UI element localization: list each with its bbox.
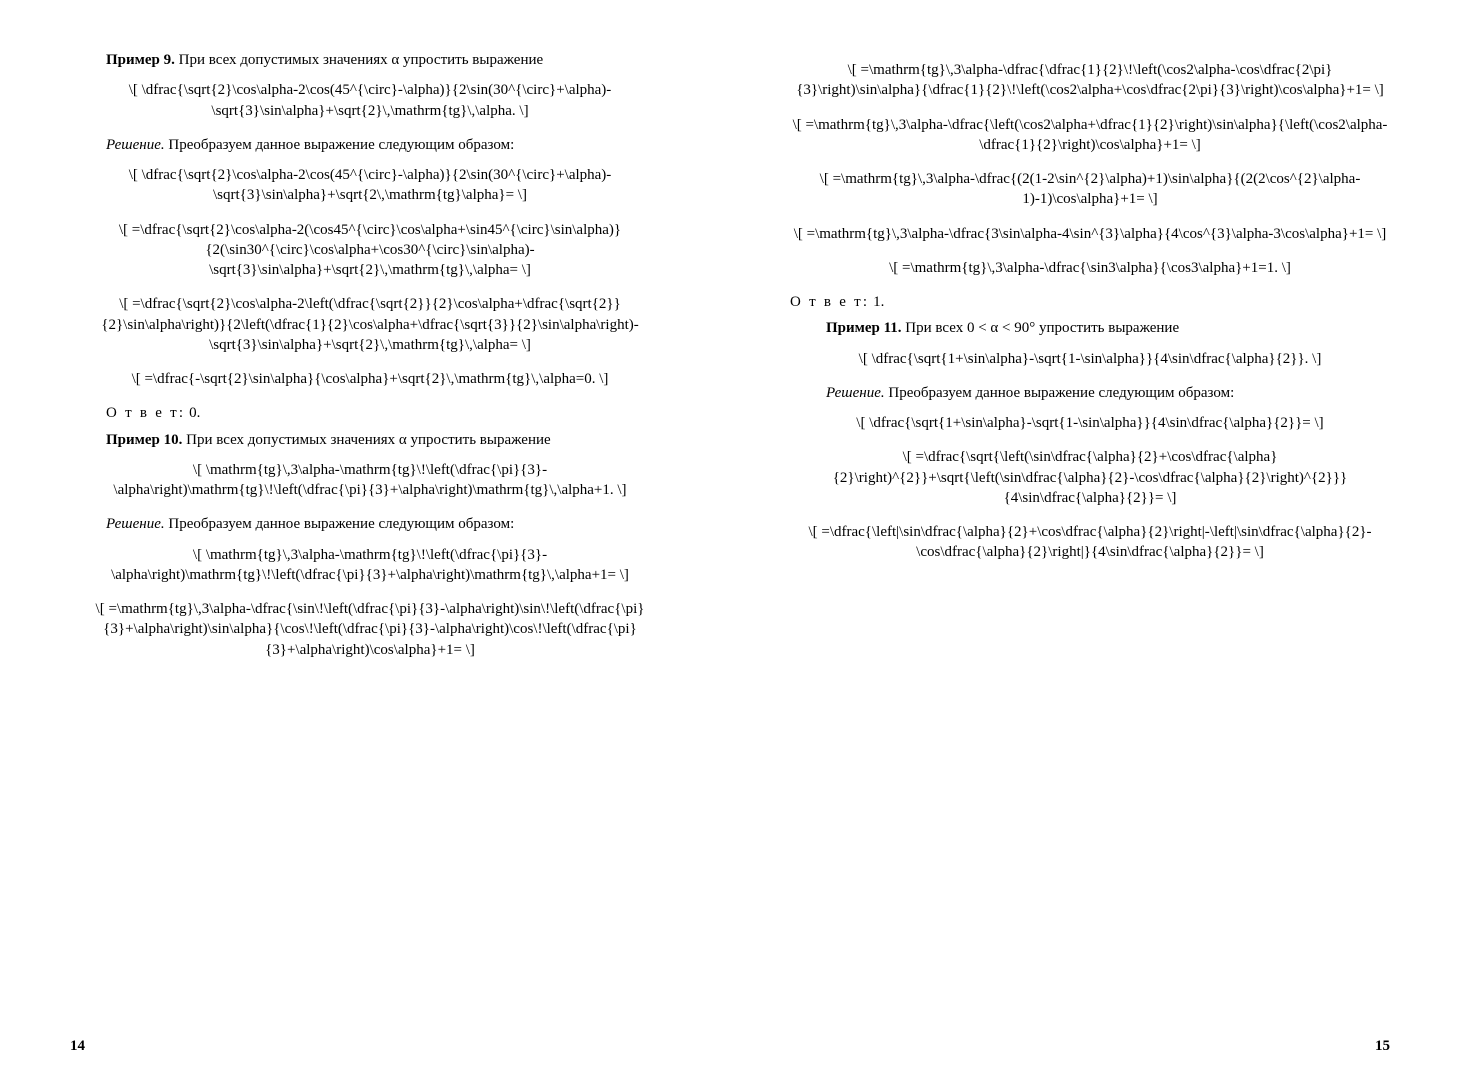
ex10c-step-4: \[ =\mathrm{tg}\,3\alpha-\dfrac{3\sin\al… (790, 224, 1390, 244)
ex9-solution-intro: Решение. Преобразуем данное выражение сл… (70, 135, 670, 155)
ex9-solution-text: Преобразуем данное выражение следующим о… (165, 137, 515, 153)
ex10c-step-2: \[ =\mathrm{tg}\,3\alpha-\dfrac{\left(\c… (790, 115, 1390, 156)
ex9-step-2: \[ =\dfrac{\sqrt{2}\cos\alpha-2(\cos45^{… (70, 220, 670, 281)
page-number-right: 15 (1375, 1036, 1390, 1056)
ex10-answer: О т в е т: 1. (790, 292, 1390, 312)
ex10-title-bold: Пример 10. (106, 432, 182, 448)
ex11-title-bold: Пример 11. (826, 320, 902, 336)
page-number-left: 14 (70, 1036, 85, 1056)
ex10-title-rest: При всех допустимых значениях α упростит… (182, 432, 550, 448)
ex10-solution-label: Решение. (106, 516, 165, 532)
ex11-title: Пример 11. При всех 0 < α < 90° упростит… (790, 318, 1390, 338)
ex11-step-3: \[ =\dfrac{\left|\sin\dfrac{\alpha}{2}+\… (790, 522, 1390, 563)
ex10c-step-3: \[ =\mathrm{tg}\,3\alpha-\dfrac{(2(1-2\s… (790, 169, 1390, 210)
ex10-answer-label: О т в е т: (790, 294, 869, 310)
ex10-solution-intro: Решение. Преобразуем данное выражение сл… (70, 514, 670, 534)
ex10-step-1: \[ \mathrm{tg}\,3\alpha-\mathrm{tg}\!\le… (70, 545, 670, 586)
ex9-answer-label: О т в е т: (106, 405, 185, 421)
ex10c-step-1: \[ =\mathrm{tg}\,3\alpha-\dfrac{\dfrac{1… (790, 60, 1390, 101)
ex10-formula: \[ \mathrm{tg}\,3\alpha-\mathrm{tg}\!\le… (70, 460, 670, 501)
page-left: Пример 9. При всех допустимых значениях … (0, 0, 730, 1080)
ex11-step-2: \[ =\dfrac{\sqrt{\left(\sin\dfrac{\alpha… (790, 447, 1390, 508)
ex11-formula: \[ \dfrac{\sqrt{1+\sin\alpha}-\sqrt{1-\s… (790, 349, 1390, 369)
ex9-solution-label: Решение. (106, 137, 165, 153)
ex9-title-rest: При всех допустимых значениях α упростит… (175, 52, 543, 68)
ex11-solution-intro: Решение. Преобразуем данное выражение сл… (790, 383, 1390, 403)
ex9-title-bold: Пример 9. (106, 52, 175, 68)
ex10-solution-text: Преобразуем данное выражение следующим о… (165, 516, 515, 532)
ex9-title: Пример 9. При всех допустимых значениях … (70, 50, 670, 70)
ex9-answer-value: 0. (185, 405, 200, 421)
ex10-title: Пример 10. При всех допустимых значениях… (70, 430, 670, 450)
ex9-step-3: \[ =\dfrac{\sqrt{2}\cos\alpha-2\left(\df… (70, 294, 670, 355)
ex9-formula: \[ \dfrac{\sqrt{2}\cos\alpha-2\cos(45^{\… (70, 80, 670, 121)
ex10-answer-value: 1. (869, 294, 884, 310)
ex11-title-rest: При всех 0 < α < 90° упростить выражение (902, 320, 1180, 336)
ex11-solution-label: Решение. (826, 385, 885, 401)
ex10c-step-5: \[ =\mathrm{tg}\,3\alpha-\dfrac{\sin3\al… (790, 258, 1390, 278)
ex11-step-1: \[ \dfrac{\sqrt{1+\sin\alpha}-\sqrt{1-\s… (790, 413, 1390, 433)
ex9-answer: О т в е т: 0. (70, 403, 670, 423)
ex9-step-4: \[ =\dfrac{-\sqrt{2}\sin\alpha}{\cos\alp… (70, 369, 670, 389)
ex11-solution-text: Преобразуем данное выражение следующим о… (885, 385, 1235, 401)
page-right: \[ =\mathrm{tg}\,3\alpha-\dfrac{\dfrac{1… (730, 0, 1460, 1080)
ex9-step-1: \[ \dfrac{\sqrt{2}\cos\alpha-2\cos(45^{\… (70, 165, 670, 206)
ex10-step-2: \[ =\mathrm{tg}\,3\alpha-\dfrac{\sin\!\l… (70, 599, 670, 660)
